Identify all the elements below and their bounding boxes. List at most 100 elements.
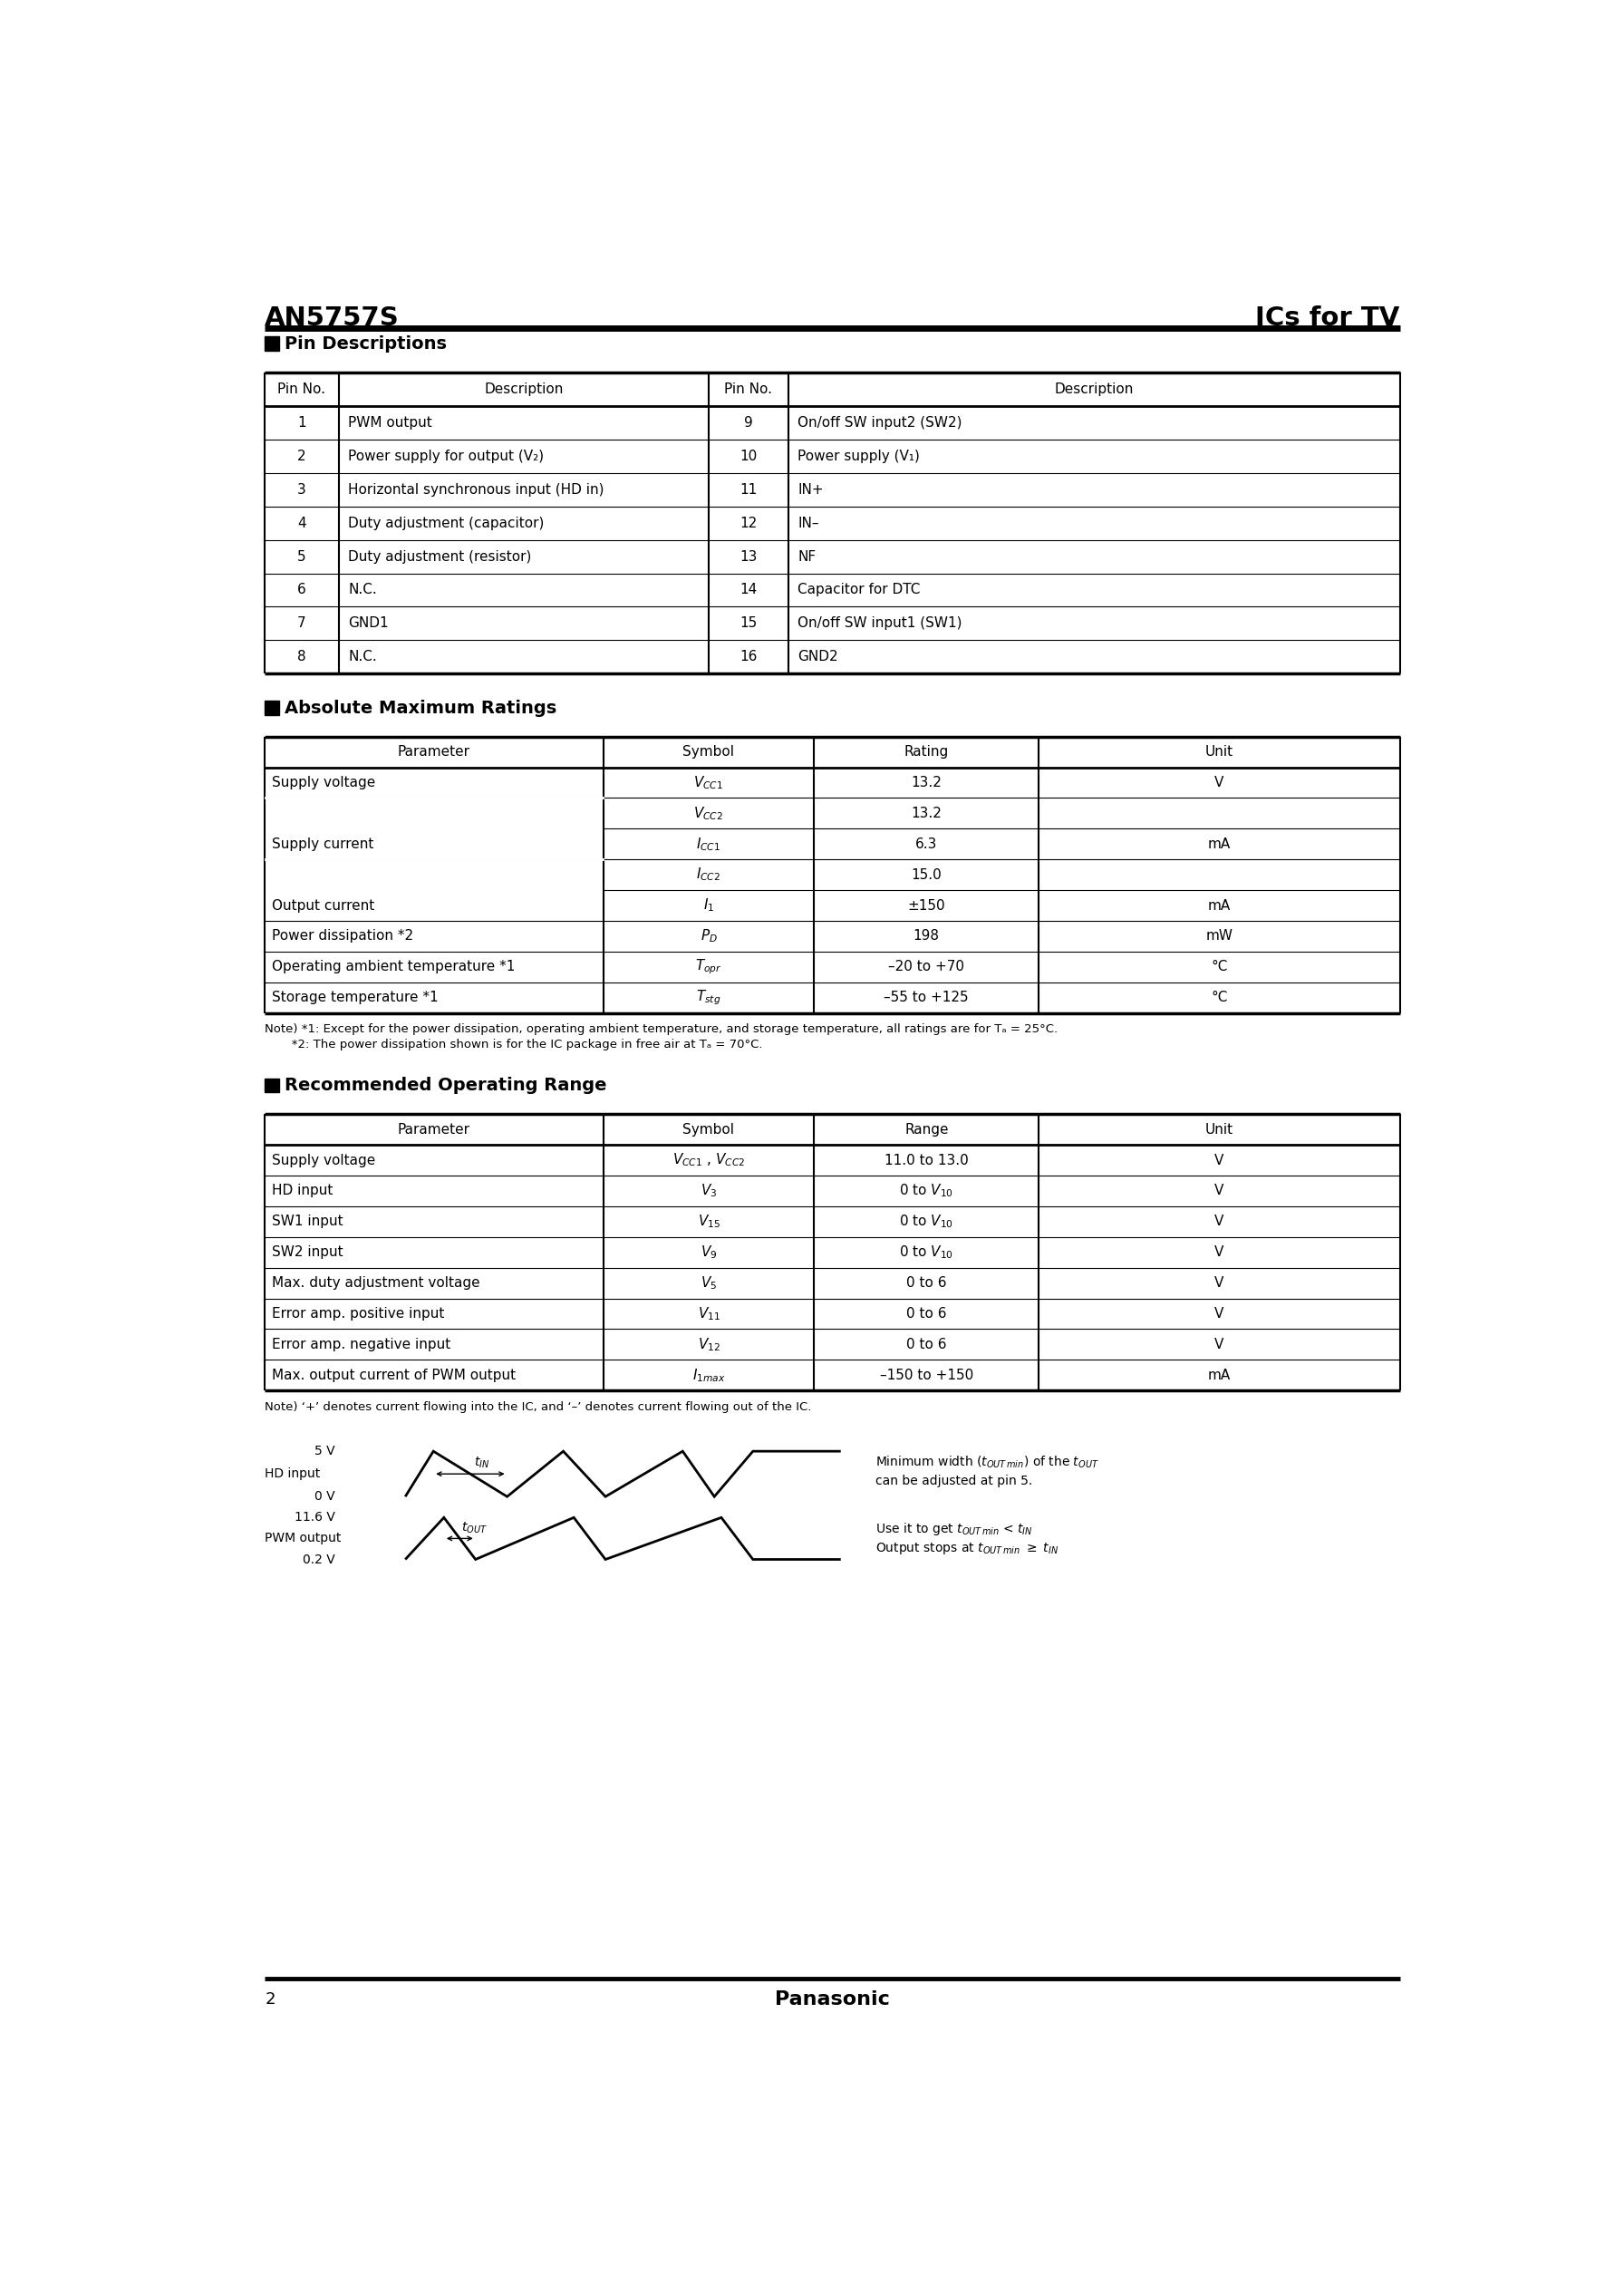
- Text: Supply voltage: Supply voltage: [271, 775, 375, 789]
- Text: 0 to 6: 0 to 6: [906, 1308, 947, 1321]
- Text: GND2: GND2: [797, 649, 838, 663]
- Text: 0 to $V_{10}$: 0 to $V_{10}$: [900, 1181, 953, 1200]
- Text: Note) *1: Except for the power dissipation, operating ambient temperature, and s: Note) *1: Except for the power dissipati…: [265, 1023, 1057, 1035]
- Text: N.C.: N.C.: [349, 583, 377, 596]
- Text: *2: The power dissipation shown is for the IC package in free air at Tₐ = 70°C.: *2: The power dissipation shown is for t…: [265, 1039, 763, 1051]
- Text: °C: °C: [1212, 991, 1228, 1005]
- Text: Rating: Rating: [905, 746, 948, 759]
- Text: PWM output: PWM output: [349, 415, 432, 429]
- Text: IN+: IN+: [797, 482, 823, 496]
- Text: 0 to 6: 0 to 6: [906, 1275, 947, 1289]
- Text: 2: 2: [265, 1991, 274, 2007]
- Text: Description: Description: [484, 383, 564, 397]
- Text: $I_{1max}$: $I_{1max}$: [692, 1367, 726, 1383]
- Text: Power supply (V₁): Power supply (V₁): [797, 450, 921, 463]
- Text: 15: 15: [739, 617, 757, 631]
- Text: 6.3: 6.3: [916, 837, 937, 851]
- Text: $t_{IN}$: $t_{IN}$: [474, 1457, 489, 1470]
- Text: 16: 16: [739, 649, 757, 663]
- Text: 13.2: 13.2: [911, 775, 942, 789]
- Text: 7: 7: [297, 617, 305, 631]
- Text: IN–: IN–: [797, 516, 818, 530]
- Text: 15.0: 15.0: [911, 867, 942, 881]
- Text: $T_{opr}$: $T_{opr}$: [695, 957, 723, 977]
- Text: $V_{CC2}$: $V_{CC2}$: [693, 805, 724, 821]
- Text: 0.2 V: 0.2 V: [302, 1553, 335, 1567]
- Text: Pin No.: Pin No.: [278, 383, 326, 397]
- Text: Operating ambient temperature *1: Operating ambient temperature *1: [271, 961, 515, 973]
- Text: Output stops at $t_{OUT\,min}$ $\geq$ $t_{IN}$: Output stops at $t_{OUT\,min}$ $\geq$ $t…: [875, 1542, 1059, 1555]
- Text: $I_{1}$: $I_{1}$: [703, 897, 715, 913]
- Text: Pin Descriptions: Pin Descriptions: [284, 335, 447, 353]
- Text: ICs for TV: ICs for TV: [1255, 305, 1400, 330]
- Text: $I_{CC2}$: $I_{CC2}$: [697, 867, 721, 883]
- Text: Absolute Maximum Ratings: Absolute Maximum Ratings: [284, 700, 557, 716]
- Text: 13.2: 13.2: [911, 807, 942, 821]
- Bar: [265, 1078, 279, 1092]
- Text: $V_{CC1}$ , $V_{CC2}$: $V_{CC1}$ , $V_{CC2}$: [672, 1152, 745, 1168]
- Text: Storage temperature *1: Storage temperature *1: [271, 991, 438, 1005]
- Text: Panasonic: Panasonic: [775, 1991, 890, 2010]
- Text: V: V: [1215, 1308, 1224, 1321]
- Text: 14: 14: [739, 583, 757, 596]
- Text: –55 to +125: –55 to +125: [883, 991, 970, 1005]
- Text: 5 V: 5 V: [315, 1445, 335, 1457]
- Text: $V_{12}$: $V_{12}$: [697, 1335, 719, 1353]
- Text: Unit: Unit: [1205, 1122, 1233, 1136]
- Text: $t_{OUT}$: $t_{OUT}$: [461, 1521, 487, 1535]
- Text: 9: 9: [744, 415, 754, 429]
- Text: can be adjusted at pin 5.: can be adjusted at pin 5.: [875, 1475, 1033, 1487]
- Text: Unit: Unit: [1205, 746, 1233, 759]
- Text: Error amp. negative input: Error amp. negative input: [271, 1337, 450, 1351]
- Bar: [265, 337, 279, 351]
- Text: Max. output current of PWM output: Max. output current of PWM output: [271, 1367, 516, 1381]
- Text: –150 to +150: –150 to +150: [880, 1367, 973, 1381]
- Text: V: V: [1215, 1337, 1224, 1351]
- Text: 2: 2: [297, 450, 305, 463]
- Text: $I_{CC1}$: $I_{CC1}$: [697, 835, 721, 853]
- Text: $T_{stg}$: $T_{stg}$: [697, 989, 721, 1007]
- Text: HD input: HD input: [271, 1184, 333, 1197]
- Text: Symbol: Symbol: [682, 1122, 734, 1136]
- Text: Horizontal synchronous input (HD in): Horizontal synchronous input (HD in): [349, 482, 604, 496]
- Text: 6: 6: [297, 583, 305, 596]
- Text: 11: 11: [739, 482, 757, 496]
- Text: SW2 input: SW2 input: [271, 1246, 343, 1259]
- Text: 0 to 6: 0 to 6: [906, 1337, 947, 1351]
- Text: Parameter: Parameter: [398, 746, 471, 759]
- Text: Note) ‘+’ denotes current flowing into the IC, and ‘–’ denotes current flowing o: Note) ‘+’ denotes current flowing into t…: [265, 1402, 812, 1413]
- Text: Output current: Output current: [271, 899, 375, 913]
- Text: $V_{CC1}$: $V_{CC1}$: [693, 773, 724, 791]
- Text: PWM output: PWM output: [265, 1532, 341, 1544]
- Text: 12: 12: [739, 516, 757, 530]
- Text: mA: mA: [1208, 837, 1231, 851]
- Text: mA: mA: [1208, 1367, 1231, 1381]
- Text: Description: Description: [1054, 383, 1134, 397]
- Text: Minimum width ($t_{OUT\,min}$) of the $t_{OUT}$: Minimum width ($t_{OUT\,min}$) of the $t…: [875, 1454, 1099, 1470]
- Text: 8: 8: [297, 649, 305, 663]
- Text: V: V: [1215, 1275, 1224, 1289]
- Text: V: V: [1215, 1216, 1224, 1227]
- Text: 11.6 V: 11.6 V: [294, 1512, 335, 1523]
- Text: GND1: GND1: [349, 617, 388, 631]
- Text: –20 to +70: –20 to +70: [888, 961, 965, 973]
- Text: °C: °C: [1212, 961, 1228, 973]
- Text: V: V: [1215, 1154, 1224, 1168]
- Text: Range: Range: [905, 1122, 948, 1136]
- Text: On/off SW input1 (SW1): On/off SW input1 (SW1): [797, 617, 963, 631]
- Text: 0 to $V_{10}$: 0 to $V_{10}$: [900, 1243, 953, 1262]
- Text: $V_{15}$: $V_{15}$: [697, 1214, 719, 1230]
- Text: Capacitor for DTC: Capacitor for DTC: [797, 583, 921, 596]
- Text: Duty adjustment (capacitor): Duty adjustment (capacitor): [349, 516, 544, 530]
- Bar: [265, 702, 279, 716]
- Text: Supply voltage: Supply voltage: [271, 1154, 375, 1168]
- Text: 4: 4: [297, 516, 305, 530]
- Text: SW1 input: SW1 input: [271, 1216, 343, 1227]
- Text: ±150: ±150: [908, 899, 945, 913]
- Text: Duty adjustment (resistor): Duty adjustment (resistor): [349, 551, 531, 564]
- Text: On/off SW input2 (SW2): On/off SW input2 (SW2): [797, 415, 963, 429]
- Text: Recommended Operating Range: Recommended Operating Range: [284, 1076, 607, 1094]
- Text: 3: 3: [297, 482, 305, 496]
- Text: NF: NF: [797, 551, 817, 564]
- Text: 11.0 to 13.0: 11.0 to 13.0: [885, 1154, 968, 1168]
